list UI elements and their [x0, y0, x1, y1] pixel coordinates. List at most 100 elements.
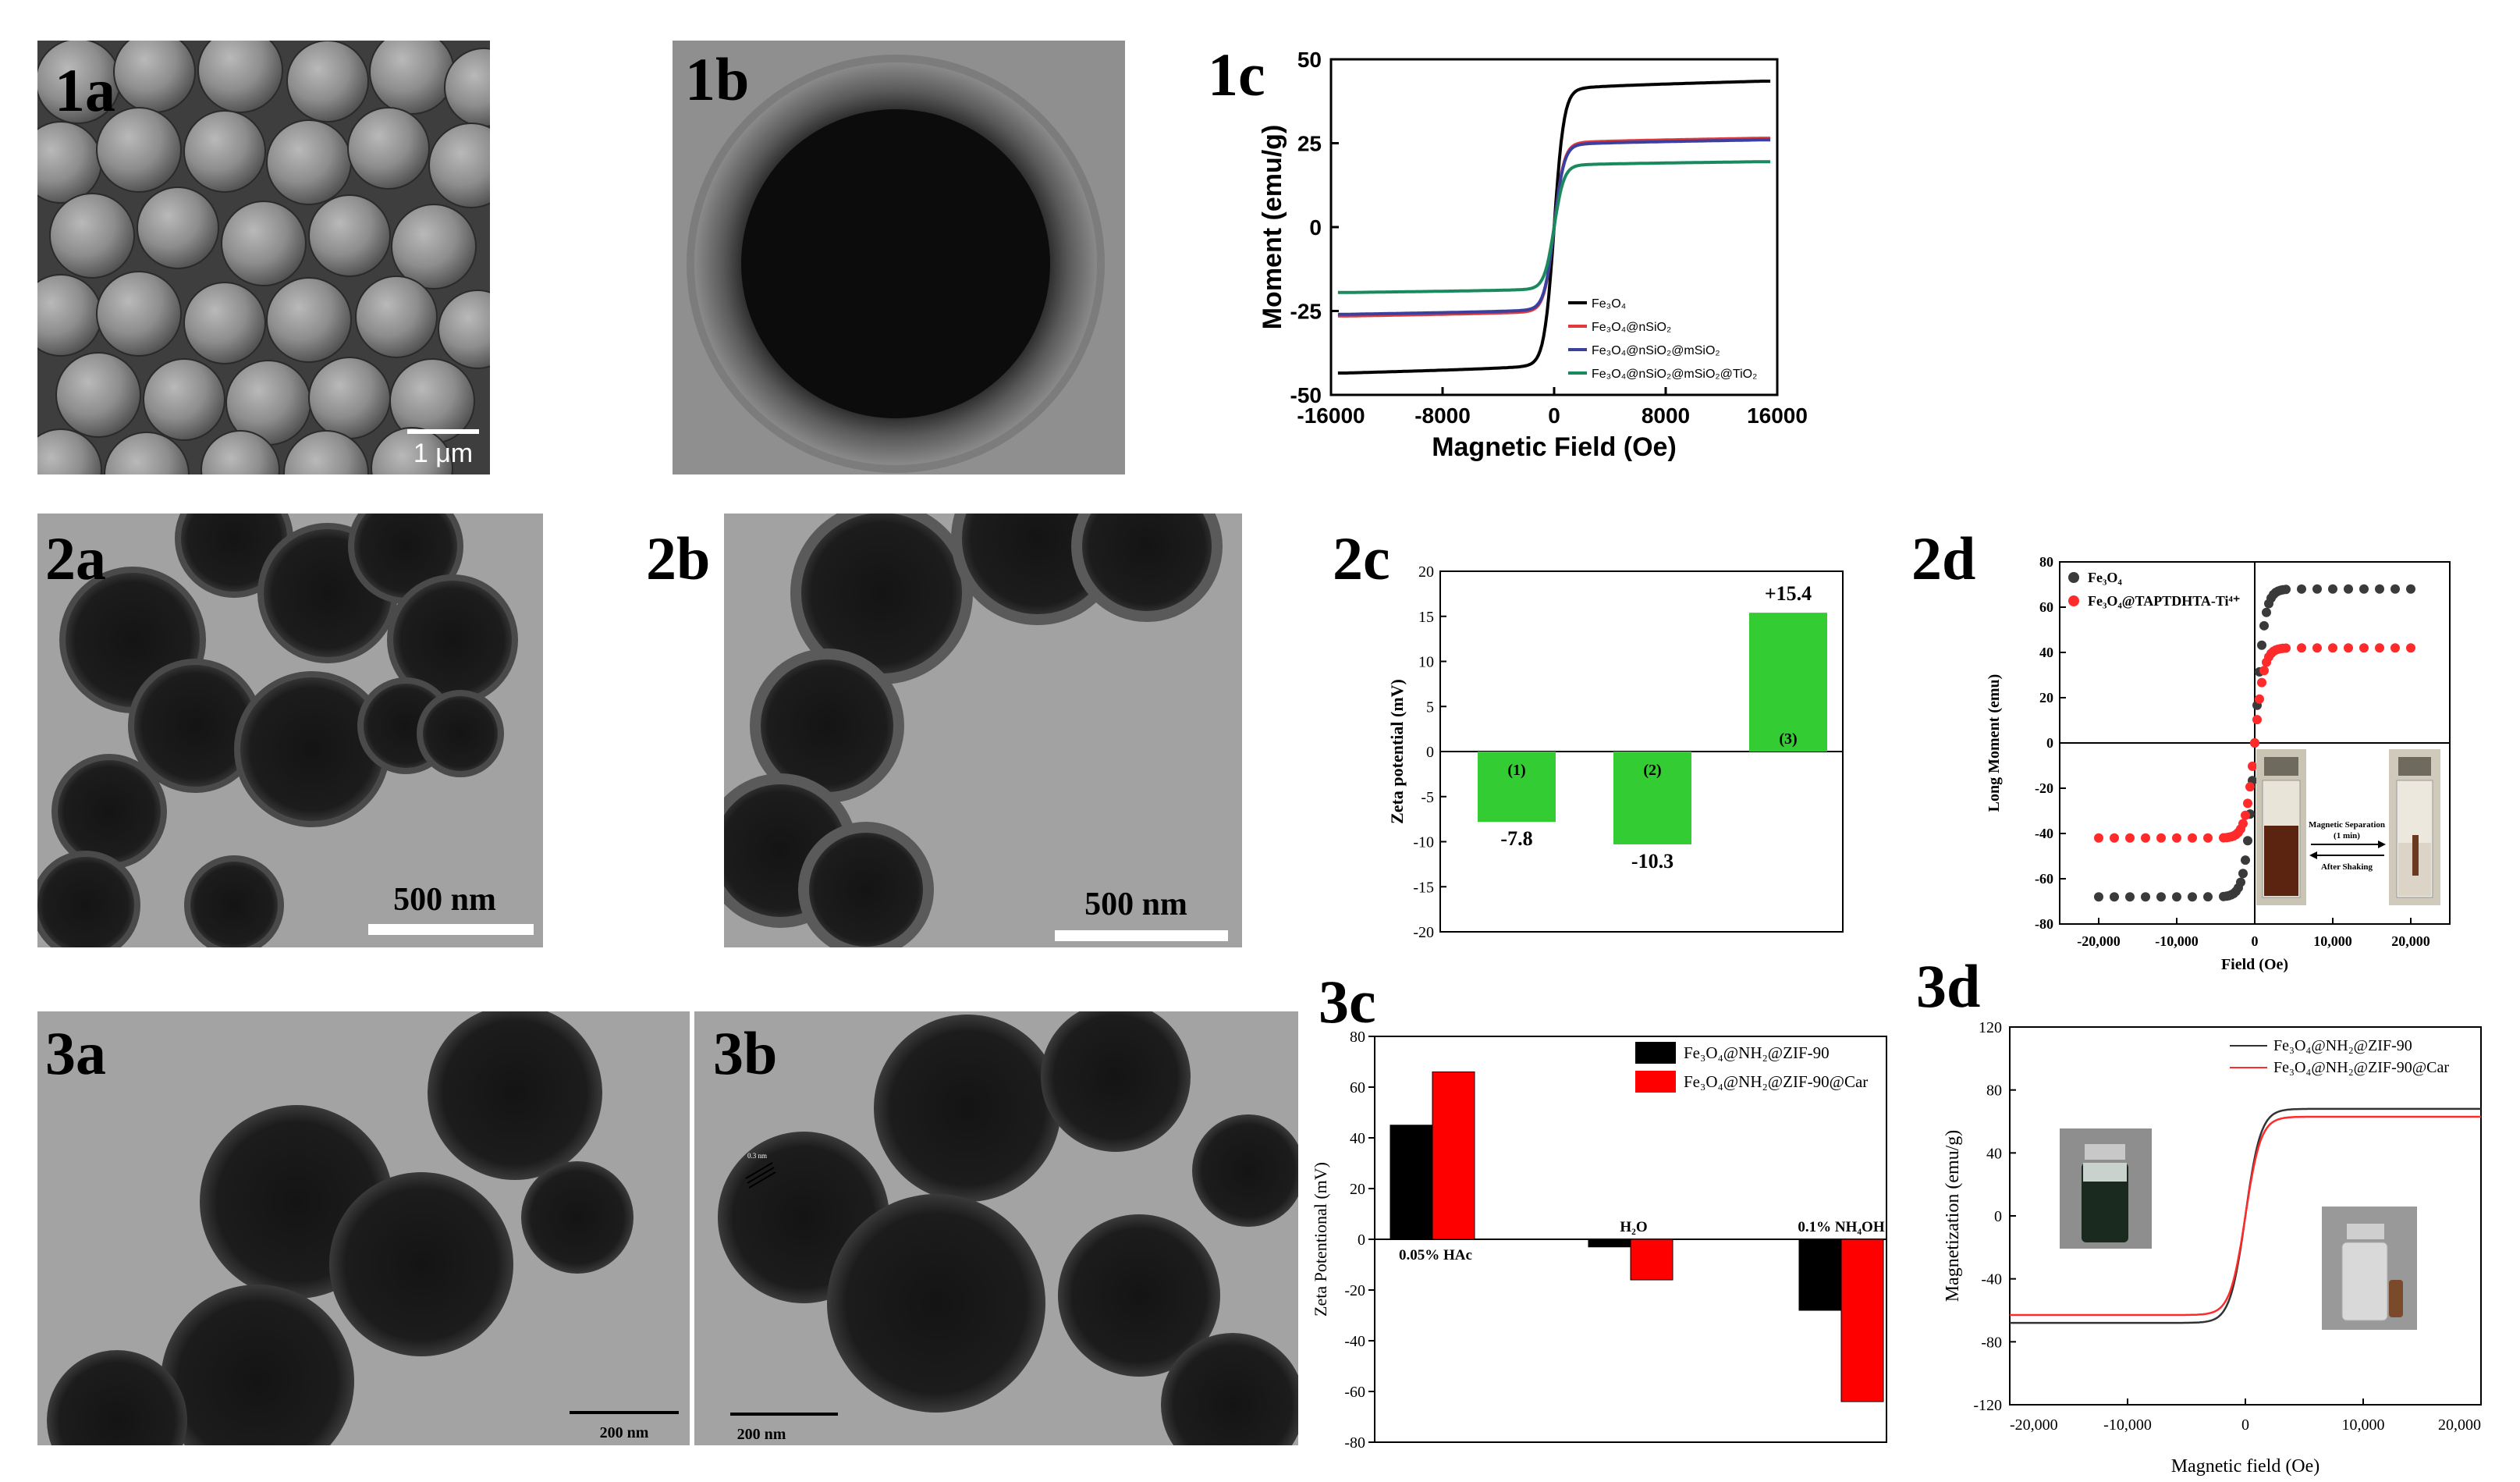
scale-label-1a: 1 μm — [413, 439, 473, 468]
chart-2d-point-s2 — [2281, 643, 2291, 653]
sem-particle — [308, 194, 391, 277]
chart-2d-point-s1 — [2241, 855, 2250, 865]
chart-2d-point-s1 — [2328, 584, 2337, 594]
tem-particle — [417, 690, 504, 777]
chart-2d-point-s1 — [2259, 620, 2269, 631]
chart-3c-bar-s1 — [1588, 1239, 1631, 1248]
chart-1c-xtick-label: -8000 — [1414, 403, 1471, 428]
chart-1c-legend-4: Fe₃O₄@nSiO₂@mSiO₂@TiO₂ — [1592, 368, 1757, 381]
panel-1a-sem-image: 1 μm — [37, 41, 490, 474]
chart-2d-point-s1 — [2359, 584, 2369, 594]
chart-3c-bar-s2 — [1432, 1072, 1475, 1240]
chart-3c-legend-2: Fe₃O₄@NH₂@ZIF-90@Car — [1684, 1072, 1868, 1091]
inset-label-bottom: After Shaking — [2321, 862, 2373, 872]
chart-2c-ytick-label: 0 — [1426, 744, 1434, 761]
chart-1c-legend-2: Fe₃O₄@nSiO₂ — [1592, 321, 1671, 334]
chart-3c-ytick-label: -40 — [1344, 1333, 1365, 1350]
chart-1c-ytick-label: -50 — [1290, 383, 1322, 407]
scale-bar-3a — [570, 1411, 679, 1414]
chart-1c-legend-1: Fe₃O₄ — [1592, 297, 1626, 311]
scale-bar-3b — [730, 1413, 838, 1416]
chart-2d-point-s2 — [2257, 677, 2266, 688]
scale-bar-1a — [407, 429, 479, 434]
chart-2d-point-s1 — [2390, 584, 2400, 594]
tem-particle — [874, 1015, 1061, 1202]
panel-label-2a: 2a — [45, 524, 106, 592]
chart-3d-xtick-label: -10,000 — [2103, 1416, 2152, 1434]
chart-1c-ytick-label: -25 — [1290, 300, 1322, 324]
chart-2c-ytick-label: 10 — [1418, 654, 1434, 671]
chart-2c-ytick-label: -15 — [1413, 879, 1434, 896]
vial-left-liquid — [2264, 826, 2298, 896]
chart-3c-bar-s1 — [1798, 1239, 1842, 1311]
chart-2d-ytick-label: -40 — [2035, 826, 2053, 841]
tem-particle — [521, 1161, 634, 1274]
chart-2d-ytick-label: 40 — [2039, 645, 2053, 660]
chart-3d-ytick-label: -80 — [1981, 1334, 2002, 1351]
sem-particle — [283, 430, 369, 474]
chart-2d-ytick-label: 20 — [2039, 690, 2053, 705]
chart-2d-point-s1 — [2375, 584, 2384, 594]
chart-2c-ytick-label: -10 — [1413, 834, 1434, 851]
chart-2c-ytick-label: 20 — [1418, 563, 1434, 581]
chart-2d-point-s1 — [2094, 892, 2103, 902]
chart-1c-ytick-label: 25 — [1297, 132, 1322, 156]
chart-2d-ytick-label: 60 — [2039, 599, 2053, 615]
tem-particle — [1071, 514, 1223, 622]
chart-2d-point-s2 — [2312, 643, 2322, 653]
chart-2d-point-s2 — [2248, 761, 2257, 771]
sem-particle — [96, 107, 182, 193]
tem-particle — [1058, 1214, 1220, 1377]
chart-2d-point-s2 — [2259, 666, 2269, 676]
chart-2d-xtick-label: 0 — [2252, 933, 2259, 949]
chart-2d-point-s1 — [2281, 585, 2291, 595]
chart-1c-ylabel: Moment (emu/g) — [1258, 125, 1287, 330]
chart-2d-point-s1 — [2243, 836, 2252, 846]
chart-2c-ytick-label: 5 — [1426, 698, 1434, 716]
sem-particle — [197, 41, 283, 113]
chart-2c-value-label: -7.8 — [1500, 827, 1532, 850]
chart-2d-point-s2 — [2250, 738, 2259, 748]
chart-3c-legend: Fe₃O₄@NH₂@ZIF-90 Fe₃O₄@NH₂@ZIF-90@Car — [1635, 1042, 1868, 1093]
chart-1c-xlabel: Magnetic Field (Oe) — [1432, 432, 1677, 462]
chart-2c-category-label: (2) — [1643, 762, 1661, 779]
chart-3c-ytick-label: -80 — [1344, 1434, 1365, 1452]
chart-3d-legend-2: Fe₃O₄@NH₂@ZIF-90@Car — [2273, 1059, 2449, 1076]
chart-1c-xtick-label: 8000 — [1642, 403, 1690, 428]
chart-1c-xtick-label: 16000 — [1747, 403, 1808, 428]
chart-3c-ytick-label: 40 — [1350, 1130, 1365, 1147]
chart-2c-bar — [1478, 752, 1556, 823]
sem-particle — [286, 41, 369, 123]
chart-3c-category-label: 0.05% HAc — [1399, 1247, 1472, 1263]
chart-2d-point-s1 — [2236, 877, 2245, 887]
panel-label-3d: 3d — [1916, 952, 1980, 1020]
chart-2d-legend-1: Fe₃O₄ — [2088, 570, 2122, 585]
chart-2d-point-s1 — [2262, 607, 2271, 617]
sem-particle — [355, 275, 438, 358]
chart-2d-point-s1 — [2406, 584, 2415, 594]
chart-2d-point-s2 — [2297, 643, 2306, 653]
chart-2d-ylabel: Long Moment (emu) — [1986, 674, 2003, 812]
chart-3c-ytick-label: 20 — [1350, 1181, 1365, 1198]
sem-particle — [201, 430, 280, 474]
chart-3d-series-2 — [2010, 1115, 2481, 1317]
scale-bar-2a — [368, 924, 534, 935]
chart-1c-ytick-label: 0 — [1309, 215, 1322, 240]
chart-2c-category-label: (1) — [1507, 762, 1525, 779]
sem-particle — [104, 432, 190, 474]
chart-3d-ytick-label: -120 — [1973, 1397, 2002, 1414]
chart-3c-ytick-label: 0 — [1358, 1231, 1365, 1249]
chart-2d-xtick-label: 20,000 — [2391, 933, 2430, 949]
tem-particle — [1192, 1114, 1298, 1227]
chart-2c-value-label: -10.3 — [1631, 850, 1673, 872]
chart-2d-point-s1 — [2156, 892, 2166, 902]
tem-particle — [428, 1011, 602, 1180]
chart-2d-point-s1 — [2297, 584, 2306, 594]
chart-2c-ytick-label: 15 — [1418, 609, 1434, 626]
chart-2d-point-s1 — [2172, 892, 2181, 902]
chart-3d-xtick-label: -20,000 — [2010, 1416, 2058, 1434]
chart-3c-ytick-label: 80 — [1350, 1029, 1365, 1046]
chart-2d-inset: Magnetic Separation (1 min) After Shakin… — [2256, 749, 2440, 905]
chart-3c-ytick-label: 60 — [1350, 1079, 1365, 1096]
chart-2c-bar — [1749, 613, 1827, 752]
